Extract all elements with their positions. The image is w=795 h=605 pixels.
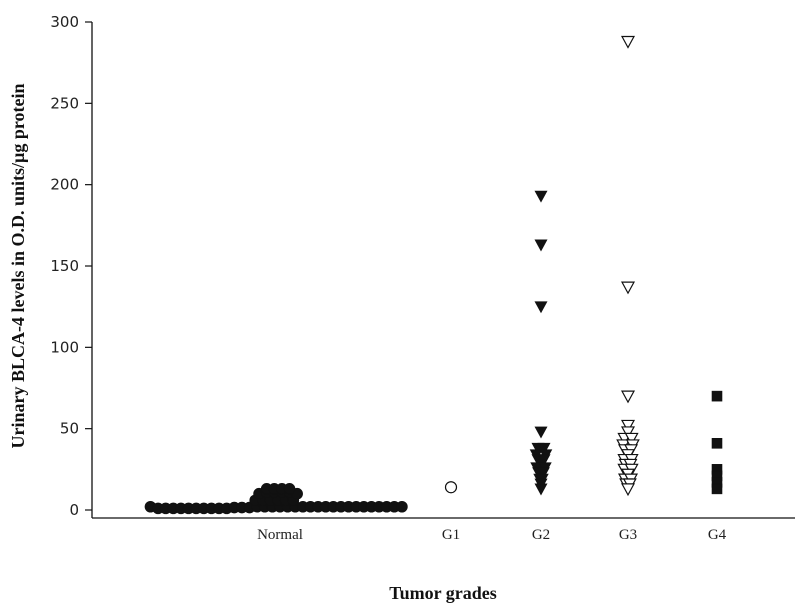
y-tick-label: 300 [50,13,79,31]
data-point-g2 [534,239,548,252]
data-point-normal [396,500,408,513]
x-category-label: G1 [442,527,460,543]
data-point-g2 [534,483,548,496]
x-axis-title: Tumor grades [389,583,497,603]
data-point-g3 [620,390,636,404]
data-point-g2 [534,190,548,203]
data-point-g4 [711,390,723,402]
y-tick-label: 100 [50,338,79,356]
x-category-label: G3 [619,527,637,543]
axes [91,22,795,519]
data-point-g2 [536,467,550,480]
data-points [144,35,723,515]
x-category-label: Normal [257,527,303,543]
data-point-g3 [620,419,636,433]
y-tick-label: 50 [60,420,79,438]
data-point-g1 [444,481,458,494]
data-point-g3 [620,35,636,49]
data-point-g4 [711,483,723,495]
x-category-label: G4 [708,527,727,543]
data-point-g2 [534,301,548,314]
x-ticks: Normal G1 G2 G3 G4 [257,527,727,543]
data-point-normal [283,483,296,495]
y-axis-title: Urinary BLCA-4 levels in O.D. units/µg p… [8,83,28,448]
data-point-g2 [534,426,548,439]
y-ticks: 0 50 100 150 200 250 300 [50,13,92,519]
data-point-g4 [711,438,723,449]
data-point-g3 [620,426,636,440]
x-category-label: G2 [532,527,550,543]
y-tick-label: 0 [69,501,79,519]
data-point-g2 [537,442,551,455]
y-tick-label: 200 [50,176,79,194]
data-point-g3 [620,483,636,497]
data-point-g3 [620,281,636,295]
y-tick-label: 150 [50,257,79,275]
y-tick-label: 250 [50,94,79,112]
data-point-g3 [624,432,639,446]
